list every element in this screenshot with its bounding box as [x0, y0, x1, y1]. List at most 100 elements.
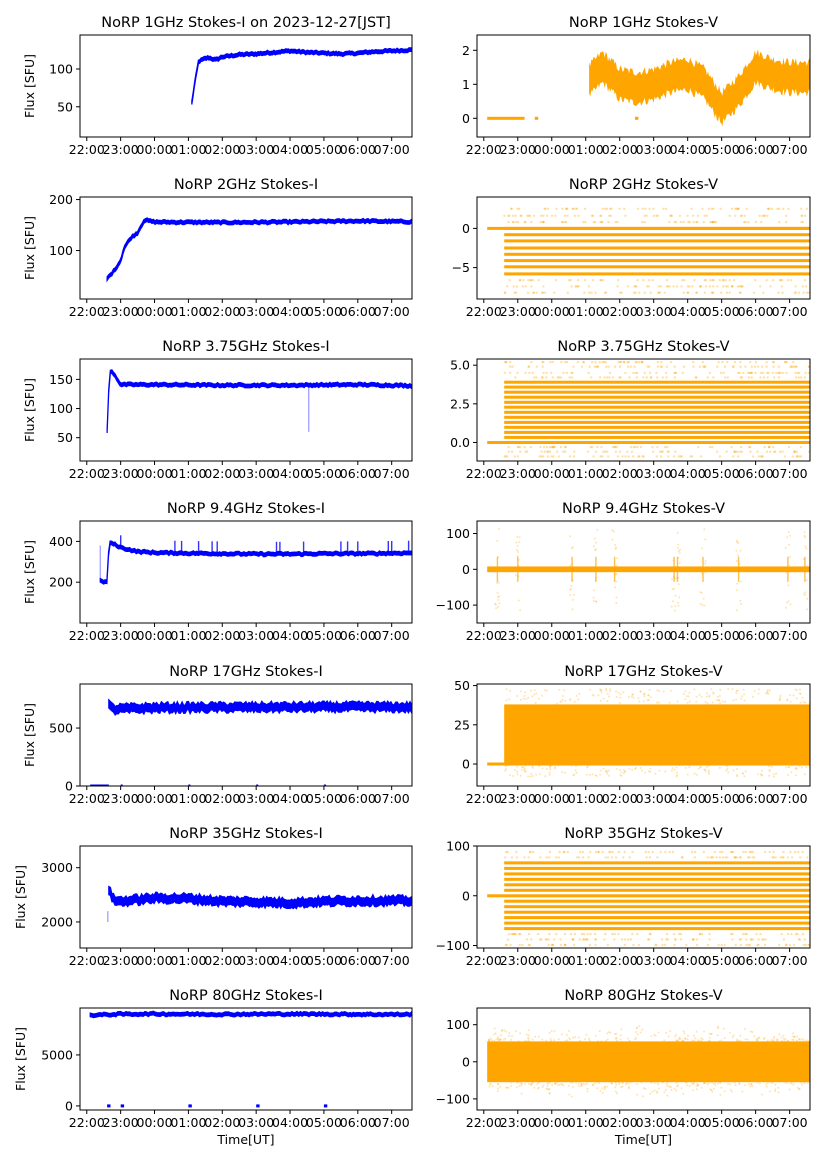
noise-point [519, 1082, 522, 1085]
sparse-point [567, 279, 571, 282]
burst-point [672, 575, 675, 578]
noise-point [700, 695, 703, 698]
sparse-point [509, 943, 512, 947]
noise-point [698, 693, 701, 696]
x-tick-label: 06:00 [340, 953, 376, 968]
sparse-point [748, 371, 751, 375]
sparse-point [683, 279, 686, 282]
sparse-point [695, 291, 698, 294]
noise-point [729, 1083, 732, 1086]
noise-point [600, 1040, 603, 1043]
noise-point [706, 702, 709, 705]
x-tick-label: 01:00 [568, 628, 604, 643]
sparse-point [687, 220, 690, 224]
noise-point [686, 701, 689, 704]
noise-point [742, 772, 744, 775]
x-tick-label: 22:00 [69, 1115, 105, 1130]
sparse-point [730, 932, 733, 936]
sparse-point [546, 455, 550, 458]
sparse-point [603, 938, 606, 941]
burst-point [803, 534, 806, 537]
noise-point [708, 1032, 711, 1035]
sparse-point [793, 450, 796, 453]
noise-point [599, 773, 602, 776]
y-tick-label: 100 [446, 1017, 470, 1032]
x-tick-label: 00:00 [137, 791, 173, 806]
sparse-point [609, 214, 612, 217]
noise-point [596, 1087, 599, 1090]
sparse-point [725, 291, 729, 294]
noise-point [547, 1088, 550, 1091]
sparse-point [781, 856, 784, 859]
x-tick-label: 01:00 [170, 628, 206, 643]
spike [387, 541, 389, 554]
sparse-point [708, 285, 712, 288]
noise-point [756, 1081, 759, 1084]
noise-point [628, 767, 631, 770]
burst-point [593, 589, 595, 592]
level-band [504, 395, 810, 399]
noise-point [751, 1031, 754, 1033]
noise-point [629, 1081, 632, 1084]
x-tick-label: 00:00 [534, 466, 570, 481]
burst-point [498, 602, 501, 605]
sparse-point [738, 938, 741, 941]
sparse-point [546, 450, 550, 453]
noise-point [559, 700, 562, 703]
sparse-point [605, 376, 609, 379]
burst-point [517, 558, 520, 561]
sparse-point [668, 220, 671, 224]
sparse-point [797, 850, 800, 854]
sparse-point [509, 360, 512, 364]
noise-point [818, 765, 820, 767]
sparse-point [679, 932, 682, 936]
sparse-point [516, 207, 519, 210]
sparse-point [545, 371, 548, 375]
sparse-point [562, 850, 565, 854]
sparse-point [757, 455, 761, 458]
stokes-i-trace [89, 1010, 412, 1019]
sparse-point [638, 291, 641, 294]
sparse-point [540, 214, 543, 217]
sparse-point [657, 291, 660, 294]
noise-point [810, 1039, 812, 1041]
sparse-point [614, 445, 617, 449]
noise-point [720, 1086, 723, 1089]
noise-point [770, 765, 773, 768]
x-tick-label: 06:00 [340, 304, 376, 319]
noise-point [537, 1035, 540, 1038]
sparse-point [712, 376, 715, 379]
sparse-point [754, 365, 757, 368]
noise-point [736, 1038, 739, 1041]
sparse-point [608, 214, 611, 217]
noise-point [792, 694, 795, 697]
sparse-point [598, 360, 601, 364]
sparse-point [816, 372, 818, 374]
burst-point [518, 541, 521, 544]
noise-point [676, 700, 679, 703]
sparse-point [664, 850, 667, 854]
sparse-point [731, 365, 735, 368]
noise-point [796, 1086, 799, 1089]
noise-point [512, 775, 514, 777]
level-band [504, 883, 810, 887]
sparse-point [716, 285, 719, 288]
sparse-point [719, 207, 722, 210]
sparse-point [694, 376, 698, 379]
burst-point [596, 528, 599, 531]
noise-point [807, 1040, 810, 1043]
noise-point [682, 1039, 685, 1042]
sparse-point [540, 938, 543, 941]
noise-point [711, 1090, 714, 1093]
noise-point [548, 1031, 551, 1034]
noise-point [697, 767, 700, 770]
burst-point [571, 598, 574, 601]
sparse-point [613, 365, 617, 368]
sparse-point [659, 285, 662, 288]
x-tick-label: 03:00 [636, 953, 672, 968]
noise-point [750, 1083, 753, 1086]
x-tick-label: 23:00 [103, 466, 139, 481]
sparse-point [601, 207, 604, 210]
sparse-point [785, 371, 788, 375]
sparse-point [717, 943, 720, 947]
